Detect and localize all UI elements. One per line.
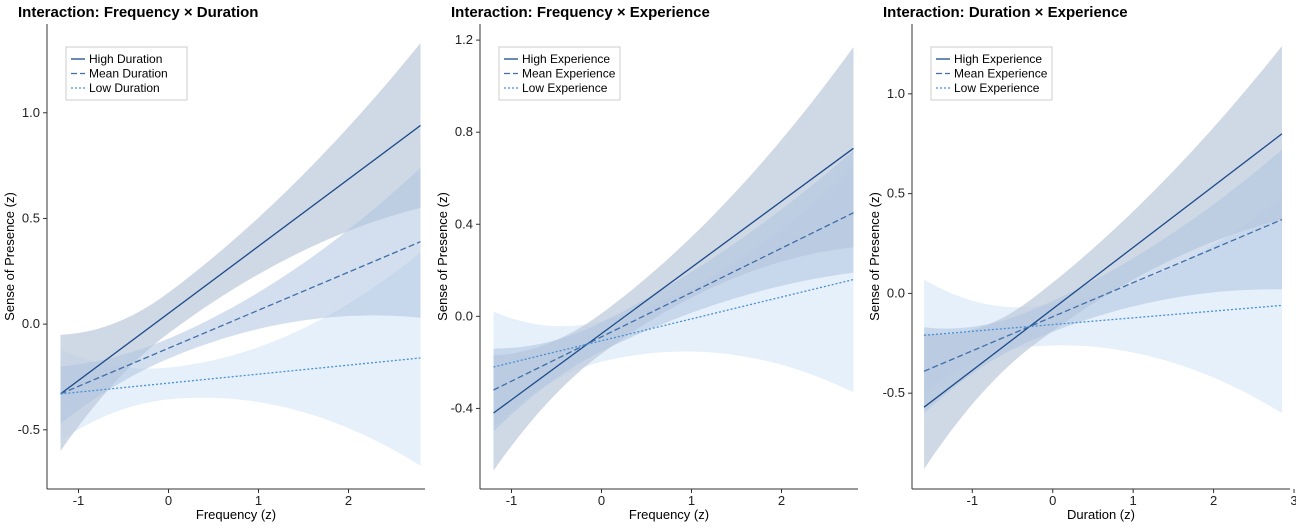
- x-axis-label: Duration (z): [1067, 507, 1135, 522]
- legend-box: [65, 46, 188, 101]
- x-tick-label: 0: [1049, 493, 1056, 508]
- series-line-mean: [923, 218, 1283, 372]
- series-line-mean: [493, 212, 854, 391]
- legend-label: Mean Experience: [522, 67, 616, 81]
- panel-3: Interaction: Duration × Experience -1 0 1 2 3…: [867, 4, 1296, 522]
- legend-label: Mean Experience: [954, 67, 1048, 81]
- confidence-band-mean: [60, 167, 421, 424]
- confidence-band-mean: [493, 150, 854, 432]
- x-tick-label: -1: [967, 493, 979, 508]
- x-tick-label: -1: [73, 493, 85, 508]
- legend-label: Low Experience: [522, 81, 608, 95]
- y-tick-label: -0.5: [18, 422, 40, 437]
- y-tick-label: 1.0: [22, 105, 40, 120]
- y-tick-label: 0.5: [887, 186, 905, 201]
- y-axis-label: Sense of Presence (z): [867, 192, 882, 321]
- x-tick-label: 2: [345, 493, 352, 508]
- legend-label: High Experience: [954, 52, 1042, 66]
- confidence-band-mean: [924, 149, 1282, 414]
- x-tick-label: 3: [1290, 493, 1296, 508]
- confidence-band-high: [60, 43, 421, 451]
- x-tick-label: 2: [778, 493, 785, 508]
- series-line-low: [493, 278, 854, 368]
- y-tick-label: 1.0: [887, 86, 905, 101]
- y-axis-label: Sense of Presence (z): [435, 192, 450, 321]
- legend-label: High Experience: [522, 52, 610, 66]
- y-tick-label: 0.0: [22, 316, 40, 331]
- y-tick-label: 1.2: [455, 32, 473, 47]
- x-axis-label: Frequency (z): [196, 507, 276, 522]
- x-tick-label: 1: [1130, 493, 1137, 508]
- y-tick-label: 0.5: [22, 210, 40, 225]
- x-tick-label: 1: [255, 493, 262, 508]
- y-tick-label: -0.5: [883, 385, 905, 400]
- x-tick-label: 0: [165, 493, 172, 508]
- series-line-high: [60, 124, 421, 395]
- legend-label: Low Duration: [89, 81, 160, 95]
- y-tick-label: 0.4: [455, 216, 473, 231]
- panel-title: Interaction: Frequency × Experience: [451, 4, 710, 21]
- x-tick-label: 1: [688, 493, 695, 508]
- panel-title: Interaction: Frequency × Duration: [18, 4, 258, 21]
- panel-1: Interaction: Frequency × Duration -1 0 1 2 -0…: [2, 4, 425, 522]
- y-axis-label: Sense of Presence (z): [2, 192, 17, 321]
- series-line-high: [493, 147, 854, 414]
- y-tick-label: -0.4: [451, 400, 473, 415]
- legend-label: High Duration: [89, 52, 162, 66]
- series-line-low: [60, 357, 421, 395]
- legend-box: [498, 46, 621, 101]
- y-tick-label: 0.0: [887, 285, 905, 300]
- confidence-band-high: [924, 46, 1282, 469]
- legend-label: Low Experience: [954, 81, 1040, 95]
- x-tick-label: 2: [1210, 493, 1217, 508]
- confidence-band-high: [493, 47, 854, 471]
- x-tick-label: 0: [598, 493, 605, 508]
- legend-box: [930, 46, 1053, 101]
- panel-title: Interaction: Duration × Experience: [883, 4, 1128, 21]
- series-line-high: [923, 133, 1283, 408]
- y-tick-label: 0.0: [455, 308, 473, 323]
- x-axis-label: Frequency (z): [629, 507, 709, 522]
- x-tick-label: -1: [506, 493, 518, 508]
- panel-2: Interaction: Frequency × Experience -1 0 1 2…: [435, 4, 858, 522]
- legend-label: Mean Duration: [89, 67, 168, 81]
- series-line-mean: [60, 241, 421, 395]
- confidence-band-low: [60, 252, 421, 466]
- y-tick-label: 0.8: [455, 124, 473, 139]
